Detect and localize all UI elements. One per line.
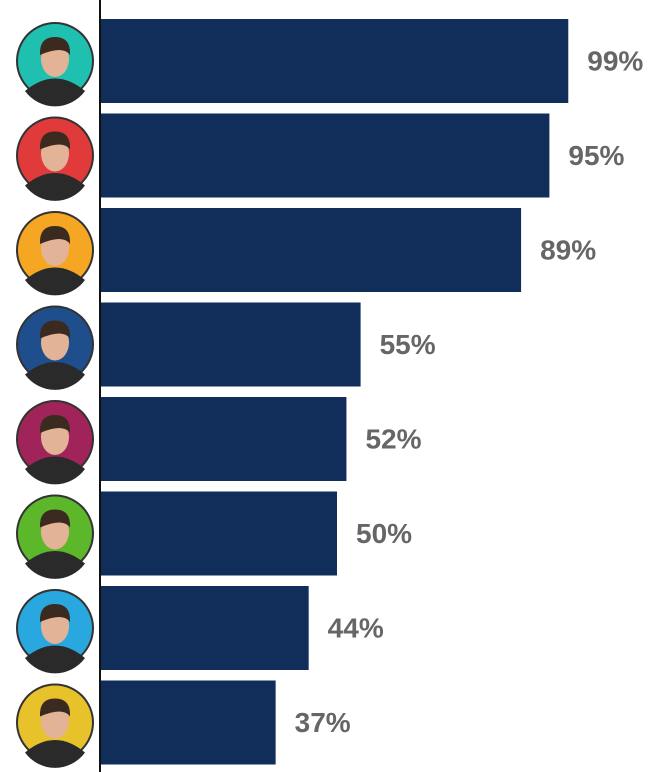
bar xyxy=(101,113,550,198)
value-label: 50% xyxy=(356,518,412,549)
value-label: 89% xyxy=(540,234,596,265)
value-label: 44% xyxy=(328,612,384,643)
avatar-body xyxy=(25,173,85,201)
value-label: 37% xyxy=(295,707,351,738)
bar xyxy=(101,302,361,387)
avatar-hair xyxy=(39,415,71,433)
avatar-hair xyxy=(39,604,71,622)
avatar-hair xyxy=(39,320,71,339)
avatar-body xyxy=(25,267,85,296)
avatar-body xyxy=(25,740,85,768)
bar xyxy=(101,397,347,481)
value-label: 99% xyxy=(587,45,643,76)
value-label: 55% xyxy=(380,329,436,360)
avatar-body xyxy=(25,551,85,579)
value-label: 95% xyxy=(568,140,624,171)
bar xyxy=(101,19,569,103)
avatar-hair xyxy=(39,37,71,55)
avatar-body xyxy=(25,456,85,485)
bar xyxy=(101,680,276,765)
avatar-body xyxy=(25,78,85,107)
bar xyxy=(101,208,522,292)
avatar-hair xyxy=(39,226,71,244)
bar xyxy=(101,586,309,670)
avatar-hair xyxy=(39,698,71,717)
bar xyxy=(101,491,337,576)
avatar-body xyxy=(25,645,85,674)
avatar-hair xyxy=(39,131,71,150)
value-label: 52% xyxy=(365,423,421,454)
avatar-hair xyxy=(39,509,71,528)
avatar-body xyxy=(25,362,85,390)
